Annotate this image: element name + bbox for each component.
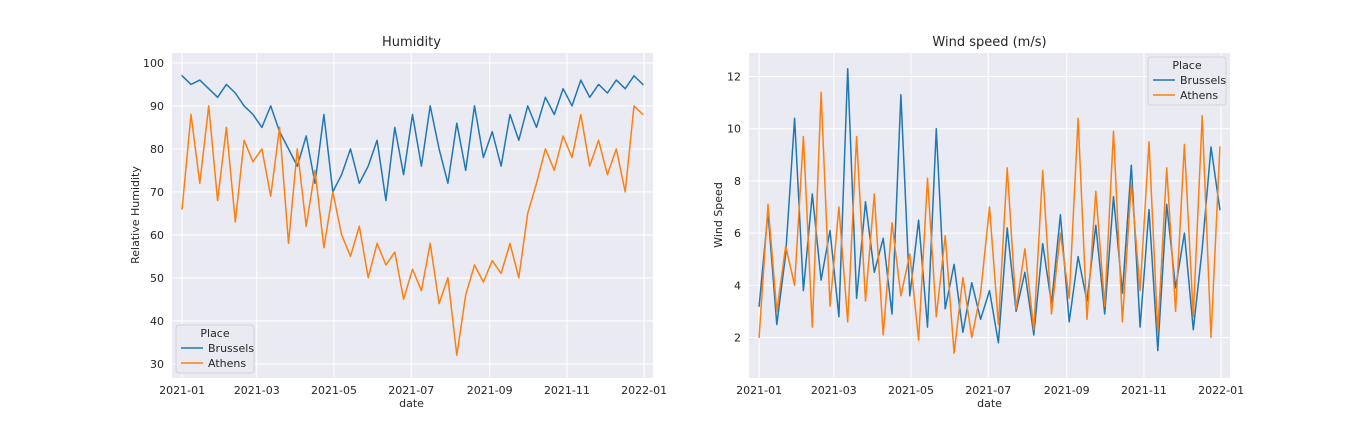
wind-speed-x-tick-label: 2021-05 [888, 384, 934, 397]
humidity-x-axis-label: date [399, 397, 424, 410]
humidity-x-tick-label: 2022-01 [621, 384, 667, 397]
wind-speed-y-tick-label: 6 [734, 227, 741, 240]
humidity-y-tick-label: 70 [150, 186, 164, 199]
humidity-plot-area [172, 53, 653, 378]
wind-speed-chart-title: Wind speed (m/s) [932, 35, 1046, 50]
humidity-x-tick-label: 2021-07 [388, 384, 434, 397]
humidity-chart: Humidity 2021-01 2021-03 2021-05 2021-07 202… [129, 35, 667, 410]
humidity-x-tick-label: 2021-11 [544, 384, 590, 397]
wind-speed-x-axis-label: date [977, 397, 1002, 410]
humidity-x-ticks: 2021-01 2021-03 2021-05 2021-07 2021-09 2021-… [159, 384, 667, 397]
wind-speed-x-ticks: 2021-01 2021-03 2021-05 2021-07 2021-09 2021-… [736, 384, 1244, 397]
humidity-x-tick-label: 2021-05 [311, 384, 357, 397]
humidity-y-tick-label: 50 [150, 272, 164, 285]
wind-speed-series-line-brussels [758, 67, 1221, 352]
humidity-series-line-brussels [181, 75, 644, 202]
humidity-gridlines [172, 53, 653, 378]
wind-speed-x-tick-label: 2021-11 [1121, 384, 1167, 397]
wind-speed-x-tick-label: 2021-01 [736, 384, 782, 397]
humidity-y-tick-label: 80 [150, 143, 164, 156]
wind-speed-y-tick-label: 8 [734, 175, 741, 188]
wind-speed-x-tick-label: 2021-03 [811, 384, 857, 397]
wind-speed-y-axis-label: Wind Speed [712, 182, 725, 248]
humidity-x-tick-label: 2021-09 [467, 384, 513, 397]
wind-speed-y-tick-label: 2 [734, 332, 741, 345]
wind-speed-y-tick-label: 4 [734, 279, 741, 292]
wind-speed-legend-label-brussels: Brussels [1180, 74, 1226, 87]
wind-speed-y-tick-label: 12 [727, 70, 741, 83]
wind-speed-legend-box [1147, 56, 1227, 106]
wind-speed-gridlines [749, 53, 1230, 378]
wind-speed-y-tick-label: 10 [727, 123, 741, 136]
humidity-y-tick-label: 100 [143, 57, 164, 70]
humidity-y-tick-label: 40 [150, 315, 164, 328]
wind-speed-y-ticks: 2 4 6 8 10 12 [727, 70, 741, 344]
humidity-legend: Place Brussels Athens [175, 324, 255, 374]
wind-speed-x-tick-label: 2021-07 [965, 384, 1011, 397]
wind-speed-x-tick-label: 2022-01 [1198, 384, 1244, 397]
humidity-x-tick-label: 2021-03 [234, 384, 280, 397]
wind-speed-series-layer [758, 67, 1221, 354]
humidity-y-tick-label: 30 [150, 358, 164, 371]
wind-speed-x-tick-label: 2021-09 [1044, 384, 1090, 397]
humidity-series-line-athens [181, 105, 644, 356]
wind-speed-series-line-athens [758, 91, 1221, 354]
humidity-chart-title: Humidity [382, 35, 441, 50]
humidity-y-tick-label: 60 [150, 229, 164, 242]
humidity-series-layer [181, 75, 644, 356]
humidity-y-axis-label: Relative Humidity [129, 166, 142, 264]
humidity-legend-label-athens: Athens [208, 357, 246, 370]
humidity-y-ticks: 30 40 50 60 70 80 90 100 [143, 57, 164, 371]
wind-speed-legend-label-athens: Athens [1180, 89, 1218, 102]
humidity-y-tick-label: 90 [150, 100, 164, 113]
humidity-legend-label-brussels: Brussels [208, 342, 254, 355]
humidity-x-tick-label: 2021-01 [159, 384, 205, 397]
wind-speed-legend: Place Brussels Athens [1147, 56, 1227, 106]
wind-speed-legend-title: Place [1172, 59, 1201, 72]
wind-speed-chart: Wind speed (m/s) 2021-01 2021-03 2021-05 20… [712, 35, 1244, 410]
humidity-legend-title: Place [200, 327, 229, 340]
humidity-legend-box [175, 324, 255, 374]
